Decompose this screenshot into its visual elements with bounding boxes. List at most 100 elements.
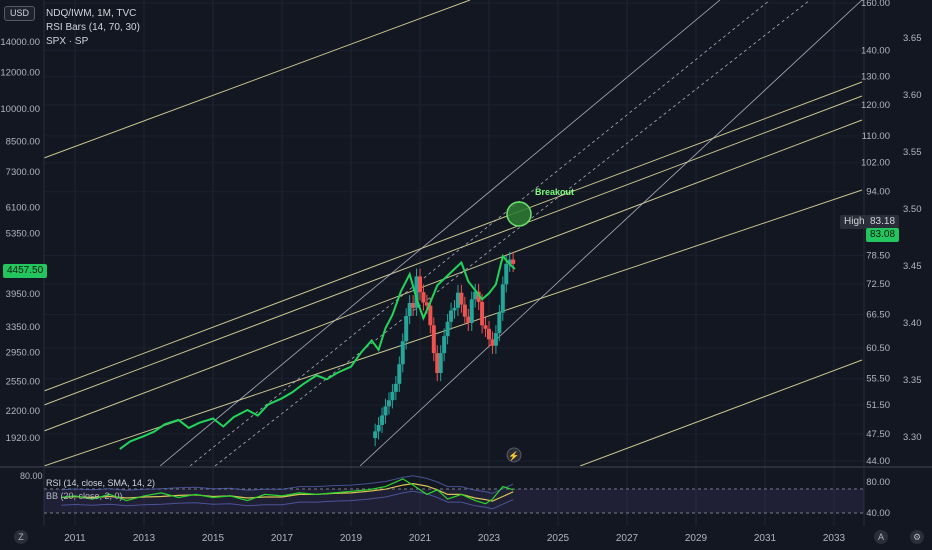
lightning-icon[interactable]: ⚡ <box>506 447 522 463</box>
rsi-axis-tick: 40.00 <box>866 508 890 519</box>
rsi-line <box>61 478 514 505</box>
trend-line <box>579 359 863 466</box>
right-axis-tick: 94.00 <box>866 187 890 198</box>
rsi-band <box>44 489 864 513</box>
candle-body <box>493 333 498 346</box>
time-tick-label: 2025 <box>547 533 570 544</box>
high-value-badge: 83.18 <box>866 215 900 229</box>
currency-button[interactable]: USD <box>4 6 36 21</box>
auto-scale-button[interactable]: A <box>874 530 888 544</box>
secondary-axis-tick: 3.60 <box>903 90 922 101</box>
candle-body <box>393 383 398 392</box>
left-axis-tick: 2200.00 <box>6 406 40 417</box>
trend-line <box>214 0 811 466</box>
candle-body <box>442 336 447 354</box>
right-axis-tick: 66.50 <box>866 309 890 320</box>
high-label-badge: High <box>840 215 869 229</box>
candle-body <box>476 291 481 302</box>
trend-line <box>43 0 471 159</box>
ratio-line <box>119 253 516 450</box>
rsi-bars-legend[interactable]: RSI Bars (14, 70, 30) <box>46 22 140 33</box>
time-tick-label: 2013 <box>133 533 156 544</box>
trend-line <box>43 189 863 466</box>
grid-lines <box>44 0 864 526</box>
right-axis-tick: 44.00 <box>866 456 890 467</box>
left-price-axis[interactable]: 14000.00 12000.00 10000.00 8500.00 7300.00 61… <box>0 37 40 444</box>
rsi-bb-lower <box>61 490 514 510</box>
spx-price-badge: 4457.50 <box>3 264 48 278</box>
right-price-axis[interactable]: 160.00 140.00 130.00 120.00 110.00 102.00 94.0… <box>861 0 890 467</box>
secondary-axis-tick: 3.50 <box>903 204 922 215</box>
candle-body <box>473 291 478 300</box>
gear-icon[interactable]: ⚙ <box>910 530 924 544</box>
candle-body <box>383 406 388 416</box>
left-axis-tick: 12000.00 <box>0 68 40 79</box>
right-axis-tick: 47.50 <box>866 429 890 440</box>
left-axis-tick: 8500.00 <box>6 136 40 147</box>
right-axis-tick: 160.00 <box>861 0 890 9</box>
right-axis-tick: 51.50 <box>866 400 890 411</box>
candle-body <box>421 292 426 303</box>
left-axis-tick: 10000.00 <box>0 104 40 115</box>
compare-legend[interactable]: SPX · SP <box>46 36 89 47</box>
trend-line <box>359 0 863 466</box>
right-axis-tick: 110.00 <box>862 131 890 142</box>
time-axis[interactable]: 2011 2013 2015 2017 2019 2021 2023 2025 2027 2029… <box>64 533 845 544</box>
candle-body <box>438 353 443 374</box>
rsi-bb-upper <box>61 475 514 494</box>
bb-legend[interactable]: BB (20, close, 2, 0) <box>46 491 123 501</box>
candle-body <box>445 321 450 337</box>
time-tick-label: 2031 <box>754 533 777 544</box>
zoom-button[interactable]: Z <box>14 530 28 544</box>
candle-body <box>411 302 416 308</box>
candle-body <box>466 316 471 323</box>
candle-body <box>455 292 460 308</box>
left-axis-tick: 14000.00 <box>0 37 40 48</box>
left-axis-tick: 3350.00 <box>6 322 40 333</box>
right-axis-tick: 120.00 <box>861 100 890 111</box>
left-axis-tick: 3950.00 <box>6 289 40 300</box>
right-axis-tick: 130.00 <box>861 72 890 83</box>
secondary-axis-tick: 3.45 <box>903 261 922 272</box>
left-axis-tick: 2950.00 <box>6 347 40 358</box>
candle-body <box>469 299 474 323</box>
left-axis-tick: 6100.00 <box>6 203 40 214</box>
secondary-price-axis[interactable]: 3.65 3.60 3.55 3.50 3.45 3.40 3.35 3.30 <box>903 33 922 443</box>
trend-lines <box>43 0 863 466</box>
candle-body <box>504 263 509 285</box>
candle-body <box>418 276 422 293</box>
time-tick-label: 2015 <box>202 533 225 544</box>
candle-body <box>373 431 378 438</box>
trend-line <box>43 119 863 432</box>
time-tick-label: 2033 <box>823 533 846 544</box>
trend-line <box>189 0 771 466</box>
right-axis-tick: 102.00 <box>861 158 890 169</box>
right-axis-tick: 140.00 <box>861 45 890 56</box>
right-axis-tick: 60.50 <box>866 343 890 354</box>
candle-body <box>500 284 505 313</box>
candle-body <box>414 276 419 308</box>
trend-line <box>43 95 863 406</box>
secondary-axis-tick: 3.35 <box>903 375 922 386</box>
candle-body <box>483 325 488 329</box>
time-tick-label: 2029 <box>685 533 708 544</box>
candle-body <box>511 259 516 264</box>
symbol-legend[interactable]: NDQ/IWM, 1M, TVC <box>46 8 137 19</box>
trend-line <box>43 81 863 392</box>
candle-body <box>386 400 391 407</box>
candle-body <box>435 353 440 374</box>
trend-line <box>159 0 721 466</box>
candle-body <box>462 304 467 317</box>
candle-body <box>400 341 405 365</box>
candle-body <box>424 302 429 306</box>
breakout-label: Breakout <box>535 187 574 197</box>
time-tick-label: 2023 <box>478 533 501 544</box>
rsi-legend[interactable]: RSI (14, close, SMA, 14, 2) <box>46 478 156 488</box>
candle-body <box>480 301 485 326</box>
candle-body <box>431 325 436 354</box>
candle-body <box>397 364 402 384</box>
time-tick-label: 2019 <box>340 533 363 544</box>
left-axis-tick: 2550.00 <box>6 376 40 387</box>
left-axis-tick: 5350.00 <box>6 229 40 240</box>
